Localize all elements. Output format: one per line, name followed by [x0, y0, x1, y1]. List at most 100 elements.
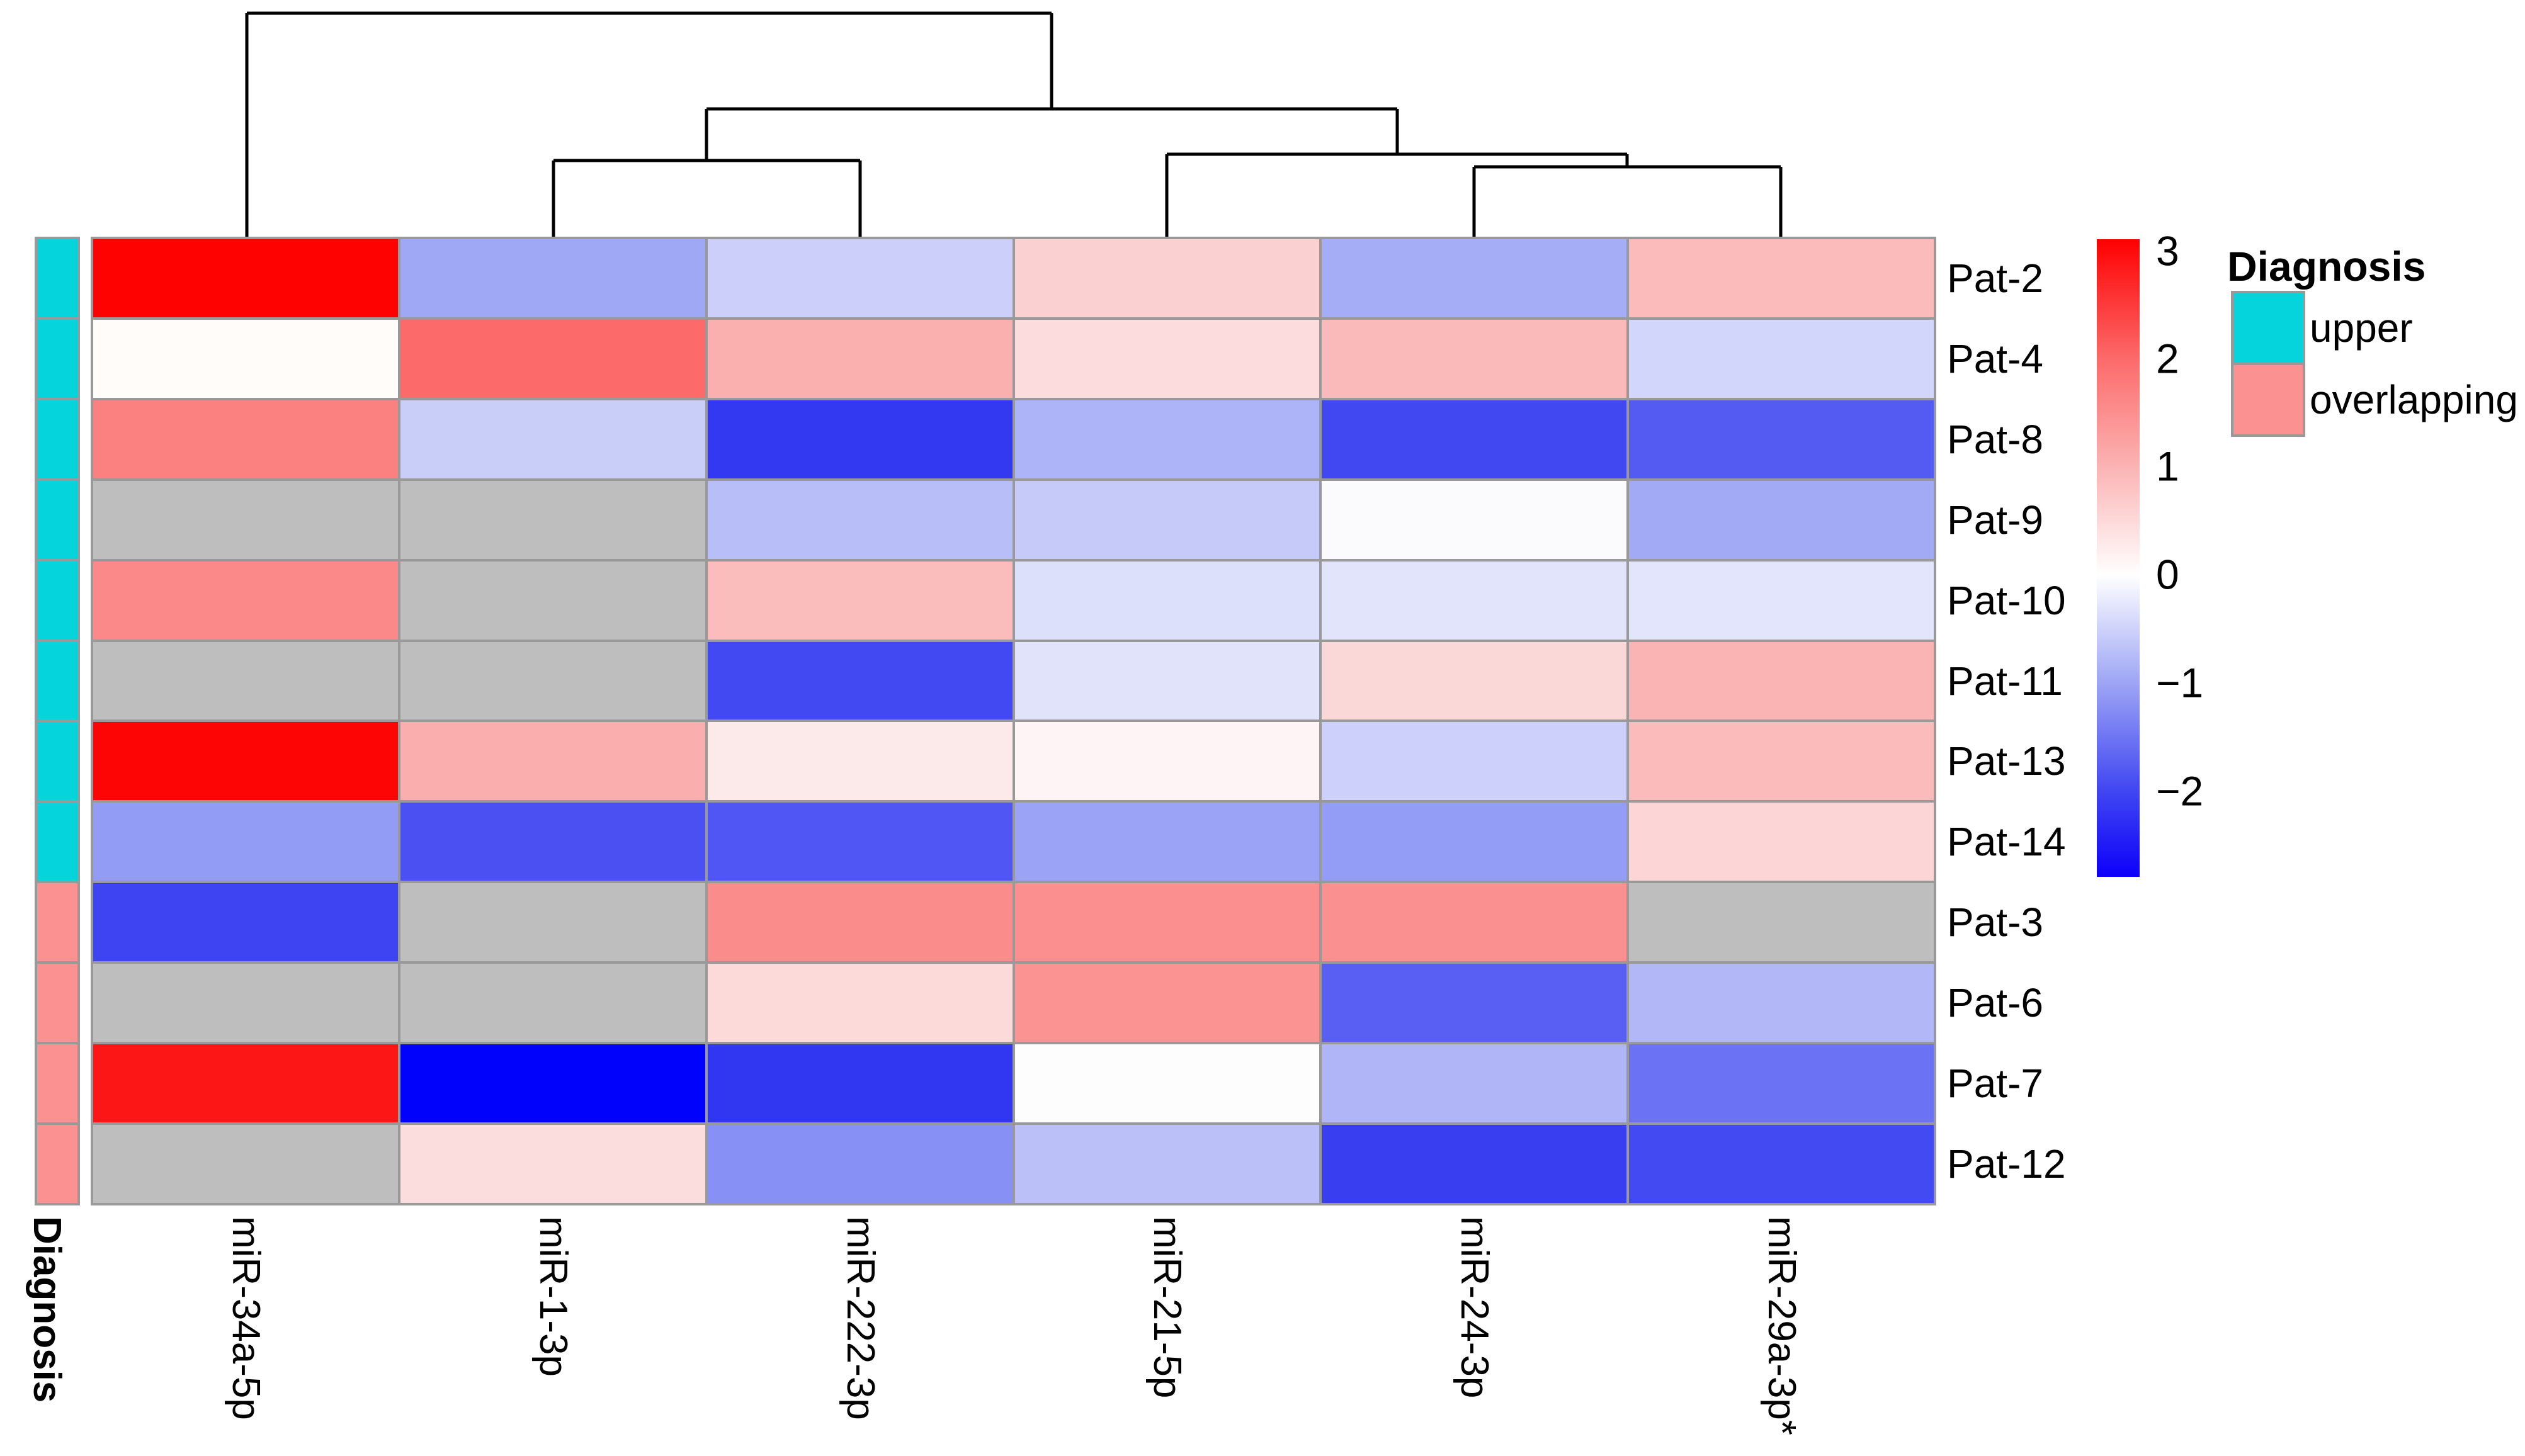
heatmap-cell [707, 480, 1013, 559]
heatmap-cell [707, 883, 1013, 962]
annotation-cell-upper [37, 239, 77, 317]
heatmap-cell [400, 964, 705, 1042]
row-label: Pat-7 [1947, 1061, 2043, 1106]
annotation-cell-overlapping [37, 1044, 77, 1123]
heatmap-cell [1322, 641, 1627, 720]
row-label: Pat-9 [1947, 497, 2043, 543]
column-dendrogram [245, 11, 1783, 239]
heatmap-cell [400, 480, 705, 559]
heatmap-cell [1629, 480, 1934, 559]
column-label: miR-1-3p [531, 1216, 575, 1377]
heatmap-cell [93, 1044, 398, 1123]
column-label: miR-34a-5p [224, 1216, 268, 1420]
heatmap-grid [91, 237, 1936, 1205]
heatmap-cell [400, 883, 705, 962]
annotation-cell-upper [37, 641, 77, 720]
colorbar-tick-label: 2 [2156, 335, 2179, 382]
annotation-cell-upper [37, 561, 77, 640]
heatmap-cell [400, 319, 705, 398]
heatmap-cell [1014, 239, 1320, 317]
heatmap-cell [93, 319, 398, 398]
heatmap-cell [1629, 400, 1934, 478]
heatmap-cell [1014, 1125, 1320, 1203]
legend-swatch-overlapping [2233, 365, 2303, 434]
row-label: Pat-12 [1947, 1141, 2066, 1187]
heatmap-cell [1014, 964, 1320, 1042]
heatmap-cell [1629, 1044, 1934, 1123]
annotation-cell-overlapping [37, 964, 77, 1042]
heatmap-cell [93, 722, 398, 801]
heatmap-cell [1014, 1044, 1320, 1123]
heatmap-cell [1322, 722, 1627, 801]
diagnosis-axis-label: Diagnosis [25, 1216, 69, 1403]
legend-swatch-upper [2233, 293, 2303, 363]
heatmap-cell [400, 1125, 705, 1203]
heatmap-cell [1629, 964, 1934, 1042]
heatmap-cell [707, 803, 1013, 881]
heatmap-cell [93, 1125, 398, 1203]
legend-item-label: upper [2310, 305, 2413, 351]
row-label: Pat-8 [1947, 416, 2043, 462]
heatmap-cell [707, 722, 1013, 801]
heatmap-cell [1322, 400, 1627, 478]
heatmap-cell [1014, 480, 1320, 559]
heatmap-cell [707, 1044, 1013, 1123]
annotation-cell-overlapping [37, 1125, 77, 1203]
heatmap-cell [1014, 319, 1320, 398]
heatmap-cell [707, 239, 1013, 317]
annotation-cell-upper [37, 400, 77, 478]
heatmap-cell [93, 964, 398, 1042]
heatmap-cell [707, 319, 1013, 398]
column-label: miR-29a-3p* [1760, 1216, 1803, 1436]
heatmap-cell [1629, 883, 1934, 962]
row-annotation-column [35, 237, 80, 1205]
heatmap-cell [1322, 883, 1627, 962]
colorbar-tick-label: 0 [2156, 551, 2179, 598]
row-label: Pat-2 [1947, 256, 2043, 301]
heatmap-cell [93, 883, 398, 962]
heatmap-cell [1322, 561, 1627, 640]
heatmap-cell [93, 480, 398, 559]
column-label: miR-24-3p [1453, 1216, 1497, 1399]
heatmap-cell [1322, 480, 1627, 559]
heatmap-cell [93, 239, 398, 317]
heatmap-cell [1014, 641, 1320, 720]
heatmap-cell [400, 1044, 705, 1123]
heatmap-cell [93, 561, 398, 640]
colorbar-tick-label: −1 [2156, 659, 2204, 706]
colorbar-tick-label: −2 [2156, 767, 2204, 815]
heatmap-cell [1322, 803, 1627, 881]
heatmap-cell [707, 964, 1013, 1042]
heatmap-cell [1629, 561, 1934, 640]
heatmap-cell [400, 641, 705, 720]
heatmap-cell [707, 400, 1013, 478]
heatmap-cell [1629, 1125, 1934, 1203]
legend-swatches [2231, 291, 2305, 437]
legend-title: Diagnosis [2227, 243, 2426, 290]
column-label: miR-21-5p [1145, 1216, 1189, 1399]
legend-item-label: overlapping [2310, 377, 2518, 422]
heatmap-cell [400, 803, 705, 881]
row-label: Pat-4 [1947, 336, 2043, 381]
colorbar-gradient [2097, 239, 2140, 877]
heatmap-cell [1629, 239, 1934, 317]
heatmap-cell [400, 561, 705, 640]
annotation-cell-upper [37, 722, 77, 801]
column-label: miR-222-3p [838, 1216, 882, 1420]
heatmap-cell [1014, 400, 1320, 478]
row-label: Pat-6 [1947, 980, 2043, 1026]
heatmap-cell [1322, 239, 1627, 317]
colorbar-tick-label: 3 [2156, 227, 2179, 274]
annotation-cell-upper [37, 319, 77, 398]
row-label: Pat-3 [1947, 900, 2043, 945]
annotation-cell-upper [37, 803, 77, 881]
heatmap-cell [93, 803, 398, 881]
heatmap-cell [1629, 319, 1934, 398]
heatmap-cell [707, 641, 1013, 720]
heatmap-cell [93, 400, 398, 478]
heatmap-cell [400, 400, 705, 478]
heatmap-cell [707, 561, 1013, 640]
heatmap-cell [93, 641, 398, 720]
row-label: Pat-11 [1947, 658, 2063, 704]
heatmap-cell [1014, 803, 1320, 881]
